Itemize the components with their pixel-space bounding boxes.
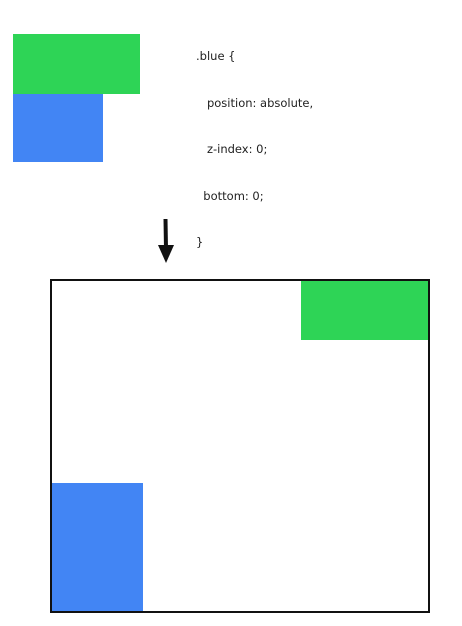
blue-block-absolute [52,483,143,611]
green-block-absolute [301,281,428,340]
relative-container [50,279,430,613]
arrow-down-icon [158,218,174,263]
code-line: z-index: 0; [196,142,268,156]
code-line: bottom: 0; [196,188,264,203]
code-line: } [196,235,204,249]
code-line: .blue { [196,49,236,63]
green-block-example [13,34,140,94]
code-line: position: absolute, [196,95,314,110]
